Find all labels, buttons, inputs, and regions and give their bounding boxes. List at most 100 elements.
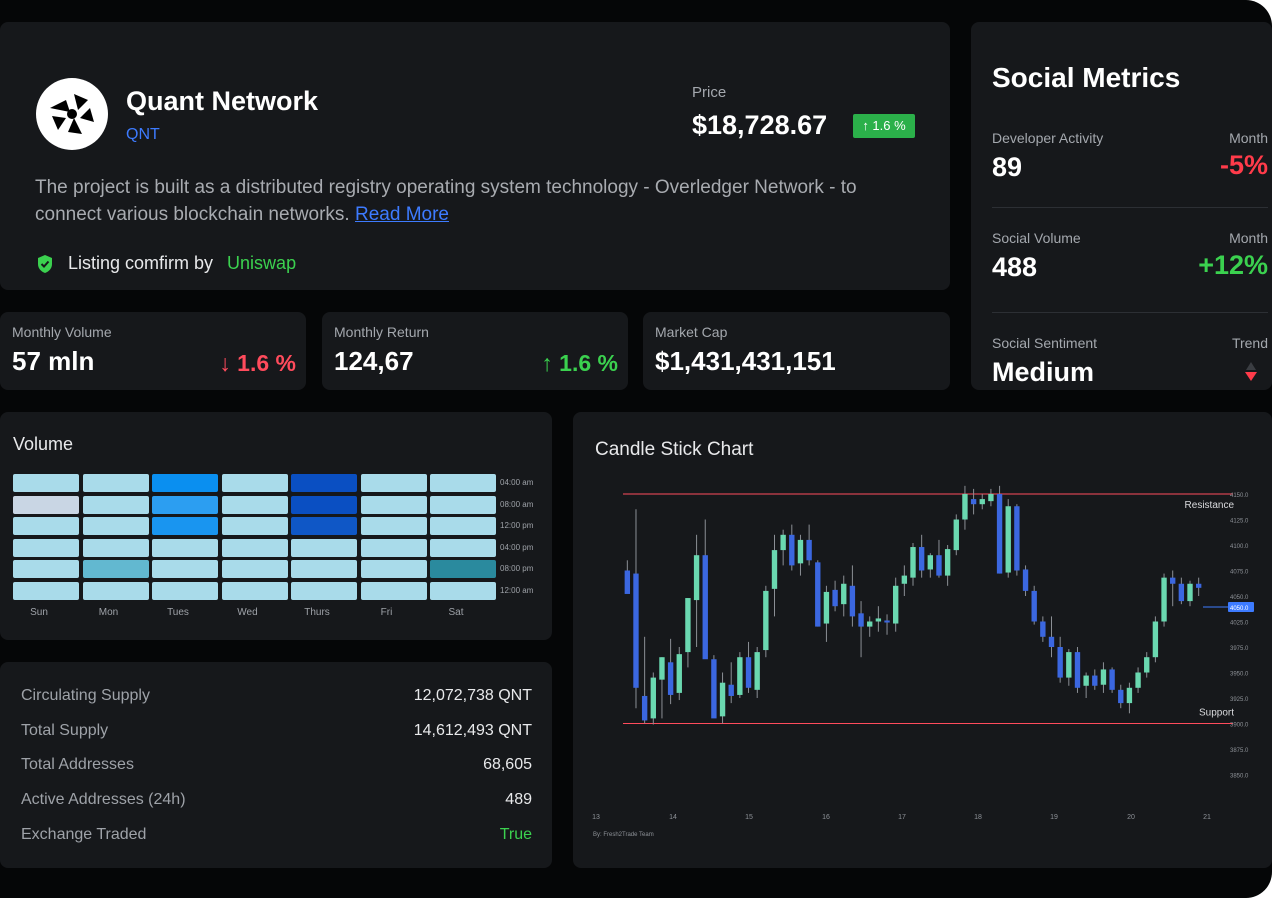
candle-body <box>893 585 899 624</box>
social-metrics-card: Social Metrics Developer Activity Month … <box>971 22 1272 390</box>
x-tick-label: 16 <box>822 814 830 821</box>
candlestick-chart: Resistance Support 4150.0 4125.0 4100.0 4075.… <box>592 485 1254 838</box>
sm-value: Medium <box>992 357 1095 387</box>
heatmap-day-label: Tues <box>167 607 189 618</box>
candle-body <box>711 659 717 719</box>
candle-body <box>832 589 838 607</box>
candle-body <box>771 550 778 589</box>
heatmap-cell <box>152 581 218 600</box>
candle-body <box>1187 583 1193 602</box>
candle-body <box>1109 669 1115 690</box>
heatmap-cell <box>360 538 427 557</box>
description-text: The project is built as a distributed re… <box>35 177 857 225</box>
heatmap-day-label: Wed <box>237 607 258 618</box>
heatmap-cell <box>291 560 357 578</box>
candle-body <box>659 657 665 680</box>
sm-change: -5% <box>1219 150 1268 180</box>
listing-confirmation: Listing comfirm by Uniswap <box>36 253 296 274</box>
candle-body <box>1135 672 1141 688</box>
price-change-badge: ↑ 1.6 % <box>853 114 915 138</box>
candle-body <box>970 499 977 505</box>
coin-name: Quant Network <box>126 86 319 116</box>
read-more-link[interactable]: Read More <box>355 204 449 225</box>
candle-body <box>1074 652 1081 688</box>
candle-body <box>1170 577 1176 584</box>
divider <box>992 312 1268 313</box>
candle-body <box>1014 506 1020 571</box>
price-label: Price <box>692 84 727 101</box>
candle-body <box>936 555 942 576</box>
supply-label: Total Addresses <box>21 756 134 773</box>
supply-label: Active Addresses (24h) <box>21 791 186 808</box>
heatmap-cell <box>152 474 218 492</box>
candle-body <box>884 620 890 623</box>
heatmap-cell <box>13 538 79 557</box>
heatmap-cell <box>221 538 288 557</box>
candle-body <box>789 534 795 566</box>
candle-body <box>650 677 656 719</box>
x-tick-label: 14 <box>669 814 677 821</box>
y-tick-label: 4125.0 <box>1230 519 1249 525</box>
heatmap-cell <box>291 538 357 557</box>
sm-value: 488 <box>992 252 1038 282</box>
candle-body <box>667 662 674 695</box>
heatmap-cell <box>291 517 357 535</box>
candle-body <box>1161 577 1167 622</box>
heatmap-cell <box>82 474 149 492</box>
stat-change: ↓ 1.6 % <box>219 350 296 376</box>
listing-exchange-link[interactable]: Uniswap <box>227 253 297 273</box>
candle-body <box>1152 621 1159 658</box>
heatmap-cell <box>152 538 218 557</box>
stat-label: Monthly Volume <box>12 324 112 340</box>
candle-body <box>1022 569 1029 591</box>
heatmap-cell <box>360 560 427 578</box>
sm-label: Developer Activity <box>992 130 1104 146</box>
x-tick-label: 21 <box>1203 814 1211 821</box>
y-tick-label: 4100.0 <box>1230 544 1249 550</box>
supply-value: True <box>499 826 532 843</box>
candle-body <box>1126 687 1133 704</box>
heatmap-cell <box>430 474 496 492</box>
candle-body <box>1083 675 1089 686</box>
supply-table-card: Circulating Supply 12,072,738 QNT Total … <box>0 662 552 868</box>
coin-description: The project is built as a distributed re… <box>35 174 925 228</box>
sm-value: 89 <box>992 152 1023 182</box>
listing-text: Listing comfirm by <box>68 253 214 273</box>
heatmap-cell <box>13 474 79 492</box>
divider <box>992 207 1268 208</box>
y-tick-label: 3850.0 <box>1230 774 1249 780</box>
heatmap-day-label: Sun <box>30 607 48 618</box>
heatmap-cell <box>291 581 357 600</box>
current-price-label: 4050.0 <box>1230 606 1249 612</box>
supply-label: Circulating Supply <box>21 687 150 704</box>
x-tick-label: 17 <box>898 814 906 821</box>
y-tick-label: 4075.0 <box>1230 570 1249 576</box>
y-tick-label: 4050.0 <box>1230 595 1249 601</box>
heatmap-cell <box>360 495 427 514</box>
stat-value: $1,431,431,151 <box>655 346 836 376</box>
supply-value: 68,605 <box>483 756 532 773</box>
candle-body <box>728 684 734 696</box>
candle-body <box>1195 583 1202 588</box>
supply-value: 14,612,493 QNT <box>413 722 532 739</box>
candle-body <box>745 657 752 688</box>
heatmap-time-label: 12:00 pm <box>500 521 534 530</box>
heatmap-time-label: 12:00 am <box>500 585 534 595</box>
heatmap-cell <box>82 495 149 514</box>
heatmap-time-label: 08:00 am <box>500 499 534 509</box>
supply-value: 12,072,738 QNT <box>413 687 532 704</box>
y-tick-label: 3875.0 <box>1230 748 1249 754</box>
y-tick-label: 3925.0 <box>1230 697 1249 703</box>
heatmap-cell <box>221 474 288 492</box>
heatmap-day-label: Sat <box>448 607 464 618</box>
candle-body <box>858 613 864 627</box>
heatmap-cell <box>221 560 288 578</box>
candle-body <box>1092 675 1098 686</box>
sm-label: Social Sentiment <box>992 335 1098 351</box>
stat-label: Monthly Return <box>334 324 429 340</box>
current-price-badge <box>1228 602 1254 612</box>
candle-body <box>953 519 959 551</box>
candle-body <box>849 585 856 617</box>
heatmap-cell <box>13 495 79 514</box>
x-tick-label: 15 <box>745 814 753 821</box>
